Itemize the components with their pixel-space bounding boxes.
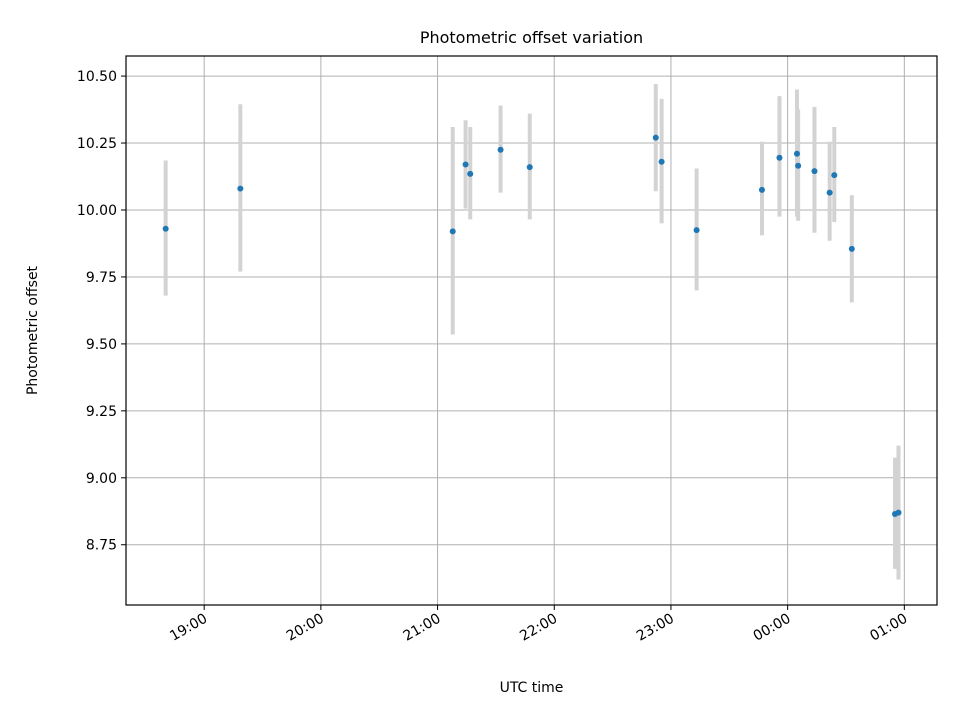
y-tick-label: 10.25: [77, 136, 117, 152]
data-point: [895, 509, 902, 516]
data-point: [826, 189, 833, 196]
data-point: [848, 245, 855, 252]
data-point: [449, 228, 456, 235]
data-point: [831, 172, 838, 179]
chart-title: Photometric offset variation: [420, 28, 643, 47]
data-point: [811, 168, 818, 175]
data-point: [795, 162, 802, 169]
data-points: [162, 134, 902, 517]
data-point: [162, 225, 169, 232]
x-tick-label: 22:00: [517, 611, 560, 645]
y-tick-label: 8.75: [86, 538, 117, 554]
y-tick-label: 9.75: [86, 270, 117, 286]
data-point: [237, 185, 244, 192]
x-tick-label: 00:00: [751, 611, 794, 645]
data-point: [758, 186, 765, 193]
x-axis-label: UTC time: [500, 680, 564, 696]
data-point: [793, 150, 800, 157]
data-point: [776, 154, 783, 161]
data-point: [693, 227, 700, 234]
data-point: [652, 134, 659, 141]
y-tick-label: 10.00: [77, 203, 117, 219]
data-point: [467, 170, 474, 177]
y-axis-label: Photometric offset: [25, 265, 41, 395]
x-tick-label: 21:00: [401, 611, 444, 645]
data-point: [658, 158, 665, 165]
data-point: [497, 146, 504, 153]
x-tick-label: 23:00: [634, 611, 677, 645]
axis-ticks: 19:00 20:00 21:00 22:00 23:00 00:00 01:00 8.75 9…: [77, 69, 910, 645]
error-bars: [163, 84, 901, 580]
data-point: [462, 161, 469, 168]
data-point: [526, 164, 533, 171]
x-tick-label: 20:00: [284, 611, 327, 645]
y-tick-label: 9.00: [86, 471, 117, 487]
y-tick-label: 9.25: [86, 404, 117, 420]
x-tick-label: 01:00: [867, 611, 910, 645]
y-tick-label: 10.50: [77, 69, 117, 85]
y-tick-label: 9.50: [86, 337, 117, 353]
x-tick-label: 19:00: [167, 611, 210, 645]
plot-frame: [125, 55, 938, 606]
